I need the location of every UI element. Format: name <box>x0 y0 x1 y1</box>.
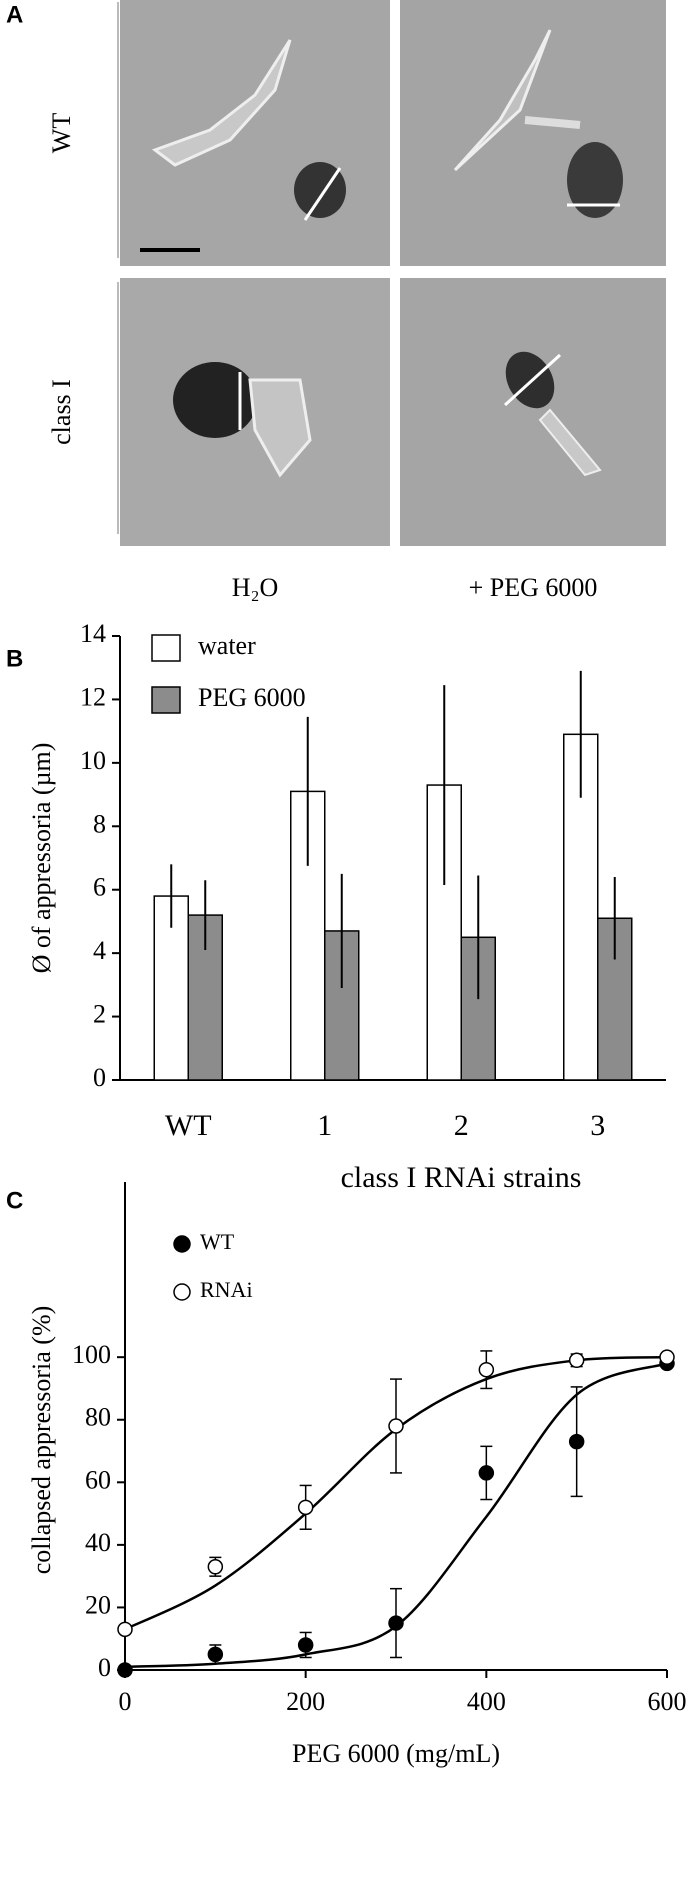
y-tick-label: 6 <box>93 873 106 902</box>
column-label: H₂O <box>232 573 279 602</box>
micrographs <box>117 0 666 546</box>
y-tick-label: 0 <box>98 1653 111 1682</box>
x-tick-label: 200 <box>286 1687 325 1716</box>
x-axis-label: PEG 6000 (mg/mL) <box>292 1739 500 1768</box>
y-tick-label: 40 <box>85 1528 111 1557</box>
row-label: class I <box>47 379 76 445</box>
x-tick-label: WT <box>165 1109 212 1142</box>
panel-label: C <box>6 1187 23 1214</box>
legend-marker <box>173 1235 191 1253</box>
y-axis-label: Ø of appressoria (µm) <box>27 743 56 974</box>
y-tick-label: 80 <box>85 1403 111 1432</box>
legend-swatch <box>151 686 181 714</box>
data-point <box>478 1361 495 1378</box>
data-point <box>388 1615 404 1631</box>
data-point <box>297 1637 314 1653</box>
x-tick-label: 2 <box>454 1109 469 1142</box>
y-tick-label: 8 <box>93 809 106 838</box>
x-axis-label: class I RNAi strains <box>341 1161 582 1194</box>
data-point <box>117 1621 133 1638</box>
y-axis-label: collapsed appressoria (%) <box>27 1306 56 1575</box>
y-tick-label: 0 <box>93 1063 106 1092</box>
y-tick-label: 100 <box>72 1340 111 1369</box>
y-tick-label: 20 <box>85 1590 111 1619</box>
legend-label: PEG 6000 <box>198 683 306 712</box>
data-point <box>568 1433 585 1450</box>
x-tick-label: 3 <box>590 1109 605 1142</box>
data-point <box>659 1349 675 1365</box>
column-label: + PEG 6000 <box>469 573 598 602</box>
y-tick-label: 12 <box>80 682 106 711</box>
data-point <box>297 1499 314 1516</box>
legend-label: WT <box>200 1229 235 1254</box>
panel-label: A <box>6 1 23 28</box>
data-point <box>568 1352 585 1369</box>
row-label: WT <box>47 113 76 154</box>
y-tick-label: 4 <box>93 936 106 965</box>
data-point <box>478 1465 495 1481</box>
legend-label: RNAi <box>200 1277 253 1302</box>
x-tick-label: 0 <box>119 1687 132 1716</box>
legend-swatch <box>151 634 181 662</box>
y-tick-label: 60 <box>85 1465 111 1494</box>
data-point <box>207 1559 224 1575</box>
x-tick-label: 600 <box>648 1687 687 1716</box>
y-tick-label: 10 <box>80 746 106 775</box>
x-tick-label: 400 <box>467 1687 506 1716</box>
data-point <box>117 1662 133 1678</box>
y-tick-label: 2 <box>93 1000 106 1029</box>
data-point <box>388 1418 404 1434</box>
x-tick-label: 1 <box>317 1109 332 1142</box>
legend-marker <box>173 1283 191 1301</box>
data-point <box>207 1646 224 1663</box>
legend-label: water <box>198 631 256 660</box>
y-tick-label: 14 <box>80 619 106 648</box>
panel-label: B <box>6 645 23 672</box>
